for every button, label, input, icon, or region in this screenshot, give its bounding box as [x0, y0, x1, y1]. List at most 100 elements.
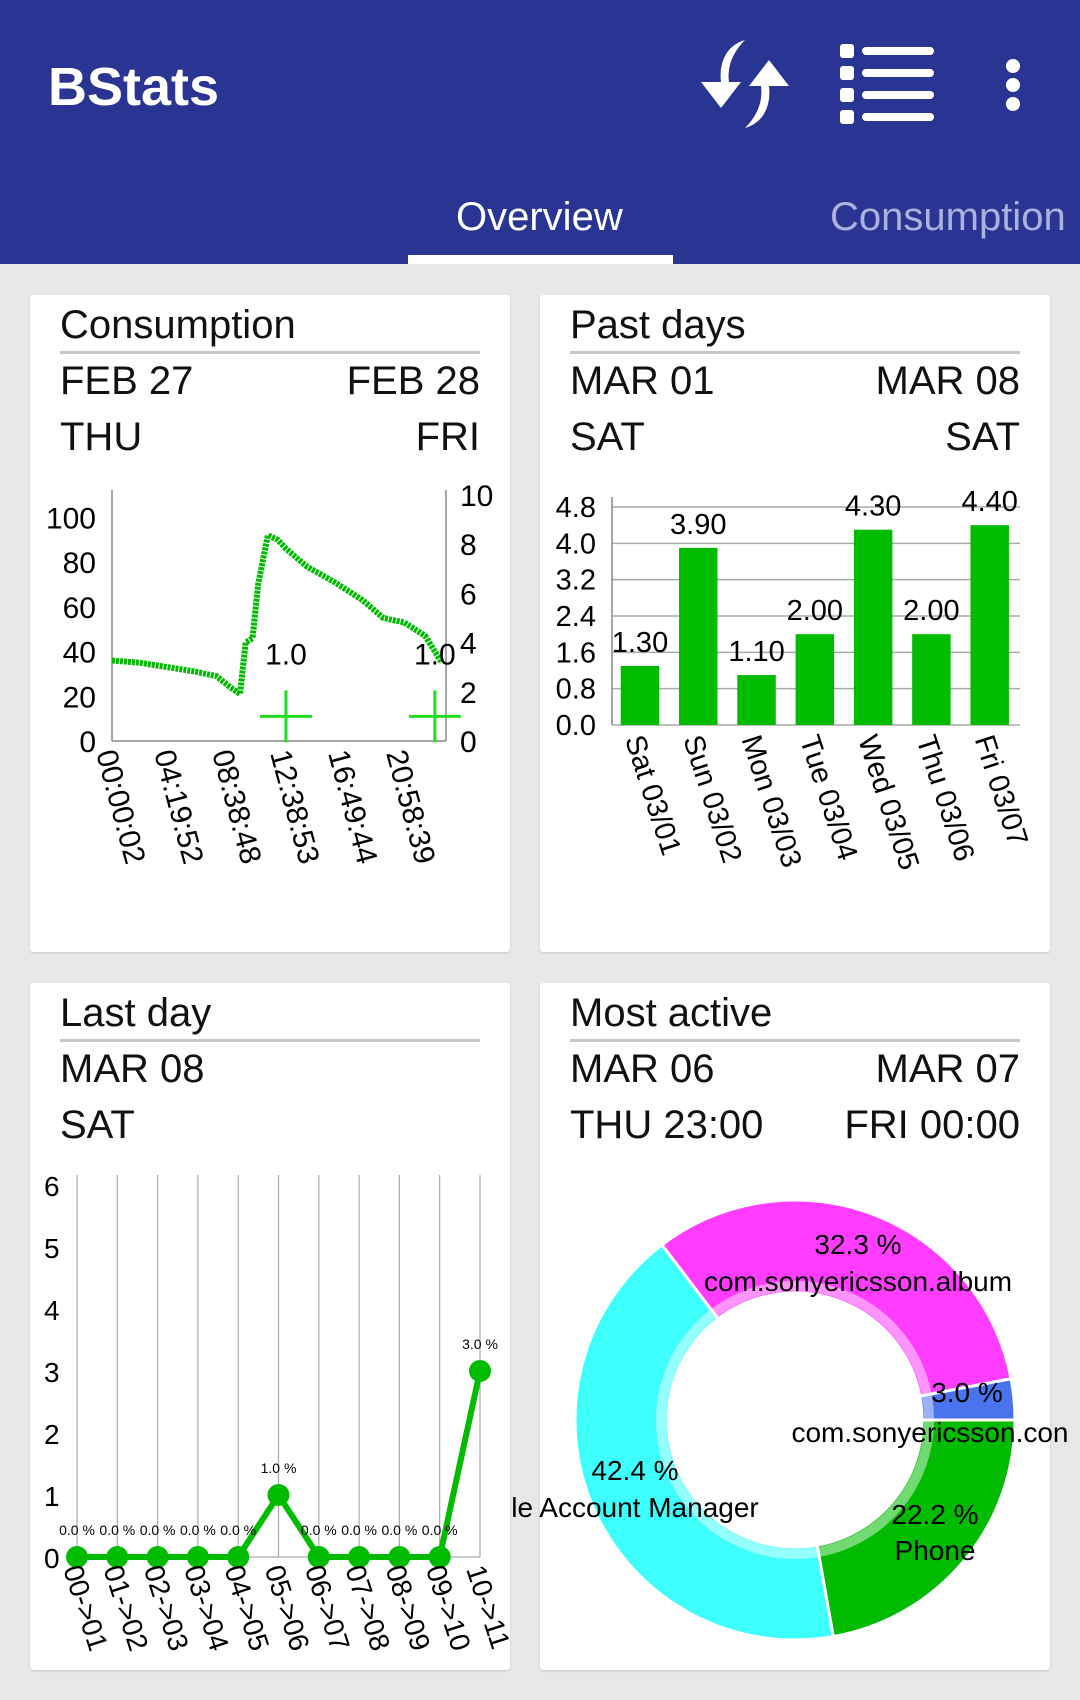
- start-date: FEB 27: [60, 359, 194, 403]
- day: SAT: [60, 1103, 135, 1147]
- bar: [970, 525, 1009, 725]
- marker-label: 1.0: [414, 638, 456, 671]
- point-label: 0.0 %: [180, 1522, 216, 1538]
- slice-inner-highlight: [710, 1281, 932, 1396]
- more-vert-icon[interactable]: [1000, 58, 1026, 112]
- bar-label: 1.10: [728, 636, 784, 668]
- bar: [795, 634, 835, 725]
- pie-slice: [815, 1418, 1017, 1639]
- tab-consumption[interactable]: Consumption: [830, 195, 1066, 239]
- bar: [620, 665, 660, 725]
- x-tick-label: Fri 03/07: [968, 731, 1034, 850]
- x-tick-label: Sun 03/02: [676, 731, 747, 867]
- slice-label: le Account Manager: [511, 1492, 759, 1523]
- point-label: 0.0 %: [99, 1522, 135, 1538]
- app-title: BStats: [48, 57, 220, 117]
- y-tick-label: 4.8: [556, 492, 596, 524]
- bar: [679, 547, 718, 725]
- y-tick-label: 0.0: [556, 710, 596, 742]
- point-label: 0.0 %: [422, 1522, 458, 1538]
- data-point: [469, 1360, 491, 1382]
- slice-percent: 32.3 %: [814, 1229, 901, 1260]
- card-title: Last day: [60, 991, 212, 1035]
- bar-label: 1.30: [612, 627, 668, 659]
- data-point: [428, 1546, 451, 1568]
- point-label: 1.0 %: [261, 1460, 297, 1476]
- divider: [60, 351, 480, 354]
- x-tick-label: 08:38:48: [205, 746, 267, 867]
- x-tick-label: Tue 03/04: [793, 731, 863, 864]
- right-tick-label: 6: [460, 578, 477, 611]
- start-date: MAR 01: [570, 359, 715, 403]
- bar-label: 3.90: [670, 509, 726, 541]
- right-tick-label: 2: [460, 677, 477, 710]
- left-tick-label: 20: [63, 681, 96, 714]
- start-day: THU: [60, 415, 143, 459]
- bar-label: 4.40: [961, 486, 1017, 518]
- past-days-card[interactable]: Past days MAR 01 MAR 08 SAT SAT: [540, 295, 1050, 952]
- start-date: MAR 06: [570, 1047, 715, 1091]
- bar: [737, 675, 776, 725]
- point-label: 0.0 %: [59, 1522, 95, 1538]
- x-tick-label: 04:19:52: [147, 746, 209, 867]
- left-tick-label: 0: [79, 726, 96, 759]
- plus-marker: [408, 690, 461, 743]
- date: MAR 08: [60, 1047, 205, 1091]
- marker-label: 1.0: [265, 638, 307, 671]
- tab-overview[interactable]: Overview: [456, 195, 623, 239]
- right-tick-label: 8: [460, 529, 477, 562]
- point-label: 0.0 %: [140, 1522, 176, 1538]
- end-time: FRI 00:00: [844, 1103, 1020, 1147]
- data-point: [66, 1546, 88, 1568]
- end-date: MAR 08: [875, 359, 1021, 403]
- right-tick-label: 10: [460, 480, 493, 513]
- bar-label: 2.00: [903, 595, 959, 627]
- y-tick-label: 4.0: [556, 528, 596, 560]
- left-tick-label: 80: [63, 547, 96, 580]
- left-tick-label: 100: [46, 502, 96, 535]
- data-point: [388, 1546, 411, 1568]
- start-time: THU 23:00: [570, 1103, 764, 1147]
- point-label: 0.0 %: [381, 1522, 417, 1538]
- y-tick-label: 4: [44, 1295, 60, 1326]
- point-label: 3.0 %: [462, 1336, 498, 1352]
- slice-percent: 42.4 %: [591, 1455, 678, 1486]
- pie-slice: [573, 1242, 835, 1642]
- pie-slice: [659, 1198, 1013, 1398]
- card-title: Most active: [570, 991, 773, 1035]
- app-bar: BStats Overview Consumption: [0, 0, 1080, 264]
- x-tick-label: 00:00:02: [89, 746, 151, 867]
- x-tick-label: 12:38:53: [263, 746, 325, 867]
- end-day: FRI: [415, 415, 480, 459]
- end-day: SAT: [945, 415, 1020, 459]
- slice-inner-highlight: [656, 1309, 820, 1559]
- point-label: 0.0 %: [220, 1522, 256, 1538]
- slice-percent: 3.0 %: [931, 1377, 1003, 1408]
- y-tick-label: 2.4: [556, 601, 596, 633]
- x-tick-label: 16:49:44: [321, 746, 383, 867]
- point-label: 0.0 %: [301, 1522, 337, 1538]
- divider: [570, 1039, 1020, 1042]
- y-tick-label: 0.8: [556, 674, 596, 706]
- x-tick-label: Thu 03/06: [910, 731, 981, 865]
- data-point: [146, 1546, 169, 1568]
- start-day: SAT: [570, 415, 645, 459]
- list-icon[interactable]: [838, 40, 936, 128]
- plus-marker: [259, 690, 312, 743]
- left-tick-label: 60: [63, 592, 96, 625]
- y-tick-label: 0: [44, 1543, 60, 1574]
- sync-icon[interactable]: [695, 36, 795, 132]
- divider: [570, 351, 1020, 354]
- end-date: FEB 28: [346, 359, 480, 403]
- bar-label: 2.00: [787, 595, 843, 627]
- bar-label: 4.30: [845, 491, 901, 523]
- tab-indicator: [408, 255, 673, 264]
- y-tick-label: 3.2: [556, 565, 596, 597]
- consumption-card[interactable]: Consumption FEB 27 FEB 28 THU FRI: [30, 295, 510, 952]
- battery-line: [111, 530, 445, 700]
- slice-inner-highlight: [921, 1393, 934, 1421]
- y-tick-label: 3: [44, 1357, 60, 1388]
- data-point: [307, 1546, 330, 1568]
- divider: [60, 1039, 480, 1042]
- card-title: Consumption: [60, 303, 296, 347]
